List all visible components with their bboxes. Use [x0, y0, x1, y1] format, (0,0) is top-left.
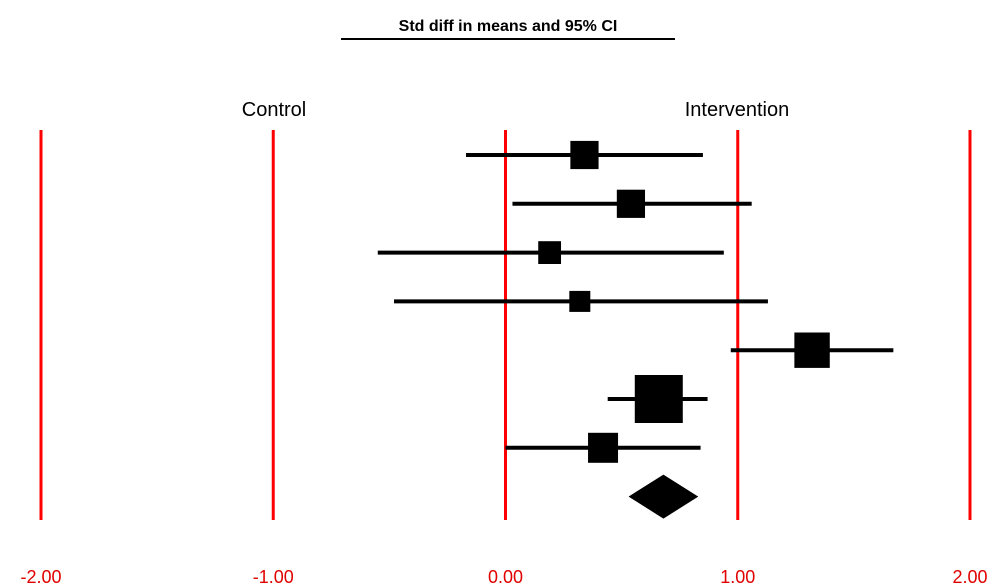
study-marker-3 [538, 241, 561, 264]
tick-label-4: 2.00 [952, 567, 987, 586]
study-marker-5 [794, 333, 829, 368]
summary-diamond [629, 475, 699, 519]
tick-label-2: 0.00 [488, 567, 523, 586]
summary-row [629, 475, 699, 519]
study-marker-2 [617, 190, 645, 218]
tick-label-0: -2.00 [20, 567, 61, 586]
control-label: Control [242, 99, 306, 121]
study-marker-1 [570, 141, 598, 169]
tick-label-3: 1.00 [720, 567, 755, 586]
chart-title: Std diff in means and 95% CI [399, 18, 618, 35]
study-rows [378, 141, 894, 463]
tick-label-1: -1.00 [253, 567, 294, 586]
study-marker-4 [569, 291, 590, 312]
intervention-label: Intervention [685, 99, 790, 121]
study-marker-7 [588, 433, 618, 463]
tick-labels: -2.00 -1.00 0.00 1.00 2.00 [20, 567, 987, 586]
study-marker-6 [635, 375, 683, 423]
gridlines [41, 130, 970, 520]
